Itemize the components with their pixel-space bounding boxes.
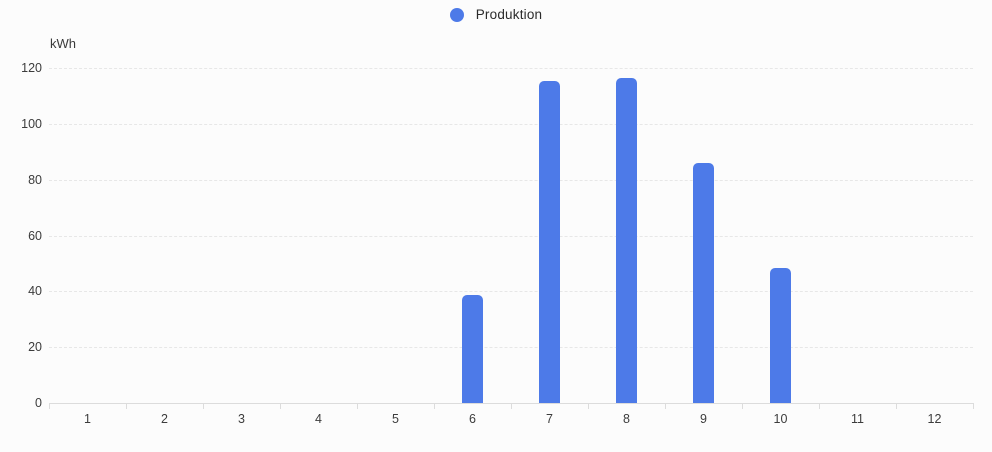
gridline-y-100 <box>49 123 973 125</box>
x-tick-label-6: 6 <box>469 412 476 426</box>
x-tick-label-2: 2 <box>161 412 168 426</box>
x-axis-tick-9 <box>742 403 743 409</box>
bar-month-6[interactable] <box>462 294 483 403</box>
y-tick-label-80: 80 <box>28 172 42 187</box>
legend-item-produktion[interactable]: Produktion <box>449 7 543 22</box>
x-tick-label-1: 1 <box>84 412 91 426</box>
x-axis-tick-4 <box>357 403 358 409</box>
y-tick-label-120: 120 <box>21 61 42 75</box>
x-axis-tick-12 <box>973 403 974 409</box>
y-tick-label-100: 100 <box>21 116 42 131</box>
bar-month-7[interactable] <box>539 81 560 403</box>
x-axis-tick-1 <box>126 403 127 409</box>
x-axis-tick-5 <box>434 403 435 409</box>
x-axis-tick-11 <box>896 403 897 409</box>
gridline-y-20 <box>49 347 973 349</box>
y-axis-title: kWh <box>50 36 76 51</box>
gridline-y-60 <box>49 235 973 237</box>
gridline-y-40 <box>49 291 973 293</box>
x-tick-label-8: 8 <box>623 412 630 426</box>
x-tick-label-7: 7 <box>546 412 553 426</box>
x-tick-label-12: 12 <box>927 412 942 426</box>
gridline-y-120 <box>49 68 973 69</box>
x-tick-label-10: 10 <box>773 412 788 426</box>
y-tick-label-60: 60 <box>28 228 42 243</box>
bar-month-8[interactable] <box>616 77 637 403</box>
x-tick-label-4: 4 <box>315 412 322 426</box>
x-axis-tick-8 <box>665 403 666 409</box>
bar-month-9[interactable] <box>693 162 714 403</box>
x-axis-tick-3 <box>280 403 281 409</box>
gridline-y-80 <box>49 179 973 181</box>
x-axis-tick-6 <box>511 403 512 409</box>
x-tick-label-5: 5 <box>392 412 399 426</box>
x-axis-tick-7 <box>588 403 589 409</box>
legend-color-dot-icon <box>449 7 464 22</box>
legend-label: Produktion <box>475 7 543 22</box>
chart-legend: Produktion <box>0 7 992 22</box>
y-tick-label-0: 0 <box>35 396 42 410</box>
y-tick-label-20: 20 <box>28 340 42 355</box>
x-axis-tick-10 <box>819 403 820 409</box>
y-tick-label-40: 40 <box>28 284 42 299</box>
x-tick-label-3: 3 <box>238 412 245 426</box>
x-tick-label-11: 11 <box>851 412 864 426</box>
x-axis-tick-2 <box>203 403 204 409</box>
x-axis-tick-0 <box>49 403 50 409</box>
bar-month-10[interactable] <box>770 267 791 403</box>
x-tick-label-9: 9 <box>700 412 707 426</box>
